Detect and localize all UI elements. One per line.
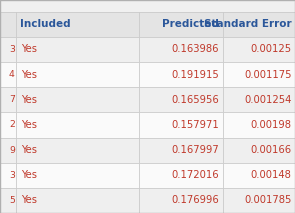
- Text: 0.165956: 0.165956: [171, 95, 219, 105]
- Bar: [223, 138, 295, 163]
- Bar: [0, 37, 16, 62]
- Text: 0.176996: 0.176996: [171, 195, 219, 205]
- Text: 7: 7: [9, 95, 15, 104]
- Text: 3: 3: [9, 171, 15, 180]
- Text: Yes: Yes: [22, 145, 37, 155]
- Bar: [139, 62, 223, 87]
- Bar: [139, 112, 223, 138]
- Text: Standard Error: Standard Error: [204, 19, 291, 29]
- Text: 0.00198: 0.00198: [250, 120, 291, 130]
- Bar: [16, 87, 139, 112]
- Bar: [223, 12, 295, 37]
- Bar: [139, 188, 223, 213]
- Bar: [223, 37, 295, 62]
- Bar: [139, 12, 223, 37]
- Text: Yes: Yes: [22, 170, 37, 180]
- Bar: [0, 62, 16, 87]
- Bar: [0, 188, 16, 213]
- Text: 0.001175: 0.001175: [244, 70, 291, 80]
- Text: Yes: Yes: [22, 120, 37, 130]
- Bar: [16, 62, 139, 87]
- Text: 4: 4: [9, 70, 15, 79]
- Text: 9: 9: [9, 146, 15, 155]
- Bar: [223, 62, 295, 87]
- Bar: [16, 138, 139, 163]
- Text: Yes: Yes: [22, 195, 37, 205]
- Text: 0.172016: 0.172016: [172, 170, 219, 180]
- Text: Yes: Yes: [22, 95, 37, 105]
- Text: Predicted: Predicted: [162, 19, 219, 29]
- Text: 0.167997: 0.167997: [171, 145, 219, 155]
- Text: 3: 3: [9, 45, 15, 54]
- Bar: [0, 138, 16, 163]
- Bar: [0, 163, 16, 188]
- Text: 0.157971: 0.157971: [171, 120, 219, 130]
- Bar: [139, 163, 223, 188]
- Text: Yes: Yes: [22, 45, 37, 55]
- Text: 0.001785: 0.001785: [244, 195, 291, 205]
- Bar: [139, 37, 223, 62]
- Bar: [16, 163, 139, 188]
- Bar: [0, 87, 16, 112]
- Text: 0.191915: 0.191915: [171, 70, 219, 80]
- Bar: [0, 0, 295, 12]
- Text: 0.00125: 0.00125: [250, 45, 291, 55]
- Bar: [16, 112, 139, 138]
- Bar: [223, 87, 295, 112]
- Text: 5: 5: [9, 196, 15, 205]
- Bar: [223, 188, 295, 213]
- Text: 2: 2: [9, 120, 15, 130]
- Bar: [223, 112, 295, 138]
- Bar: [223, 163, 295, 188]
- Bar: [139, 138, 223, 163]
- Text: 0.163986: 0.163986: [172, 45, 219, 55]
- Bar: [139, 87, 223, 112]
- Text: 0.00166: 0.00166: [250, 145, 291, 155]
- Text: 0.001254: 0.001254: [244, 95, 291, 105]
- Bar: [16, 12, 139, 37]
- Text: 0.00148: 0.00148: [250, 170, 291, 180]
- Bar: [16, 37, 139, 62]
- Text: Yes: Yes: [22, 70, 37, 80]
- Bar: [0, 112, 16, 138]
- Text: Included: Included: [20, 19, 71, 29]
- Bar: [0, 12, 16, 37]
- Bar: [16, 188, 139, 213]
